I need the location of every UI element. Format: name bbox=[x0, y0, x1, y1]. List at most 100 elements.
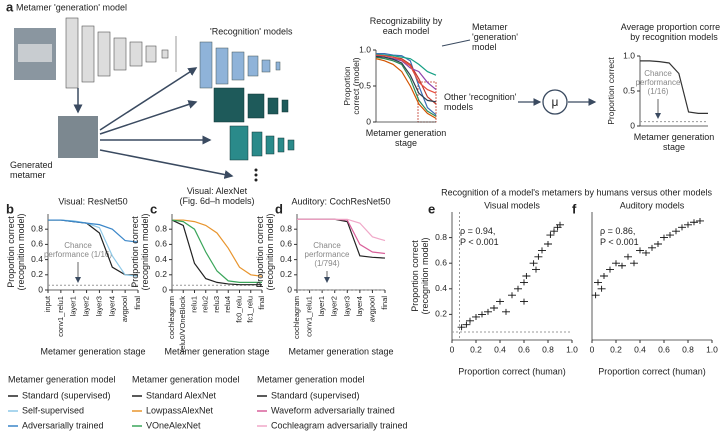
y-tick-label: 0.2 bbox=[155, 269, 167, 279]
point bbox=[636, 247, 644, 254]
x-tick-label: layer1 bbox=[69, 296, 78, 316]
chart-title: Auditory: CochResNet50 bbox=[291, 196, 390, 206]
panel-label: e bbox=[428, 201, 435, 216]
point bbox=[522, 273, 531, 279]
y-tick-label: 0 bbox=[162, 284, 167, 294]
y-axis-label-line: Proportion correct bbox=[410, 240, 420, 312]
diagram-label: Other 'recognition' models bbox=[444, 92, 517, 112]
series-line bbox=[640, 60, 708, 114]
stats-annotation-line: P < 0.001 bbox=[600, 237, 639, 247]
y-axis-label: Proportioncorrect (model) bbox=[342, 57, 361, 114]
chance-annotation: Chance performance (1/794) bbox=[305, 241, 350, 268]
panel-label: d bbox=[275, 201, 283, 216]
y-tick-label: 0.5 bbox=[623, 85, 635, 95]
point bbox=[502, 308, 510, 315]
chart-title-line: each model bbox=[383, 26, 430, 36]
x-tick-label: 0.2 bbox=[470, 344, 482, 354]
point bbox=[678, 224, 686, 231]
point bbox=[472, 313, 480, 320]
point bbox=[508, 292, 516, 299]
x-axis-label-line: stage bbox=[663, 142, 685, 152]
y-tick-label: 0.8 bbox=[435, 232, 447, 242]
point bbox=[514, 285, 522, 292]
point bbox=[550, 228, 558, 235]
diagram-label-line: Generated bbox=[10, 160, 53, 170]
y-axis-label-line: correct (model) bbox=[351, 57, 361, 114]
panel-label: b bbox=[6, 201, 14, 216]
y-axis-label: Proportion correct(recognition model) bbox=[410, 237, 430, 314]
legend-label: Standard AlexNet bbox=[146, 390, 217, 400]
diagram-label: 'Recognition' models bbox=[210, 26, 293, 36]
point bbox=[532, 266, 540, 273]
diagram-label: Generated metamer bbox=[10, 160, 53, 180]
point bbox=[546, 232, 555, 239]
point bbox=[556, 221, 564, 228]
point bbox=[630, 260, 638, 267]
y-tick-label: 1.0 bbox=[359, 44, 371, 54]
panel-label: f bbox=[572, 201, 577, 216]
point bbox=[612, 260, 620, 267]
chance-annotation: Chance performance (1/16) bbox=[636, 69, 681, 96]
legend-label: LowpassAlexNet bbox=[146, 405, 214, 415]
point bbox=[648, 244, 656, 251]
point bbox=[696, 217, 704, 224]
x-tick-label: 0.6 bbox=[518, 344, 530, 354]
series-line bbox=[375, 56, 437, 117]
point bbox=[660, 234, 668, 241]
point bbox=[520, 298, 528, 305]
point bbox=[594, 279, 602, 286]
y-tick-label: 0.4 bbox=[31, 254, 43, 264]
x-tick-label: 0.4 bbox=[634, 344, 646, 354]
chance-annotation-line: performance bbox=[636, 78, 681, 87]
point bbox=[624, 253, 632, 260]
legend-label: Cochleagram adversarially trained bbox=[271, 420, 408, 430]
x-tick-label: 0.8 bbox=[682, 344, 694, 354]
x-tick-label: final bbox=[133, 296, 142, 310]
point bbox=[538, 247, 546, 254]
y-axis-label: Proportion correct(recognition model) bbox=[6, 213, 26, 290]
x-tick-label: layer2 bbox=[330, 296, 339, 316]
chart-title-line: by recognition models bbox=[630, 32, 718, 42]
point bbox=[496, 298, 504, 305]
series-line bbox=[297, 218, 386, 242]
chance-annotation-line: performance bbox=[305, 250, 350, 259]
x-tick-label: relu4 bbox=[223, 296, 232, 313]
point bbox=[618, 262, 626, 269]
legend-label: Self-supervised bbox=[22, 405, 84, 415]
panel-label: a bbox=[6, 0, 14, 14]
legend-title: Metamer generation model bbox=[257, 374, 365, 384]
chart-title: Average proportion correct by recognition… bbox=[621, 22, 720, 42]
x-axis-label: Metamer generation stage bbox=[40, 346, 145, 356]
callout-line bbox=[441, 39, 471, 47]
point bbox=[462, 321, 471, 328]
point bbox=[606, 266, 614, 273]
x-tick-label: relu3 bbox=[212, 296, 221, 313]
x-tick-label: avgpool bbox=[367, 296, 376, 323]
y-tick-label: 0.5 bbox=[359, 80, 371, 90]
panel-label: c bbox=[150, 201, 157, 216]
point bbox=[600, 273, 608, 279]
y-tick-label: 0.4 bbox=[155, 254, 167, 264]
x-tick-label: input bbox=[43, 295, 52, 312]
y-axis-label-line: Proportion correct bbox=[606, 57, 616, 125]
y-tick-label: 0.8 bbox=[155, 223, 167, 233]
diagram-label-line: 'generation' bbox=[472, 32, 518, 42]
legend-label: Standard (supervised) bbox=[271, 390, 360, 400]
arrows bbox=[99, 67, 234, 179]
point bbox=[529, 260, 538, 267]
point bbox=[666, 232, 674, 239]
y-tick-label: 0 bbox=[38, 284, 43, 294]
point bbox=[520, 279, 528, 286]
generation-network bbox=[65, 17, 177, 89]
legend-label: VOneAlexNet bbox=[146, 420, 201, 430]
x-axis-label: Metamer generation stage bbox=[288, 346, 393, 356]
point bbox=[484, 308, 492, 315]
y-tick-label: 0.6 bbox=[31, 239, 43, 249]
y-tick-label: 0 bbox=[630, 120, 635, 130]
diagram-label-line: metamer bbox=[10, 170, 46, 180]
series-line bbox=[48, 219, 139, 243]
stats-annotation: ρ = 0.94, P < 0.001 bbox=[460, 226, 499, 247]
stats-annotation-line: ρ = 0.86, bbox=[600, 226, 635, 236]
chart-title: Visual: AlexNet (Fig. 6d–h models) bbox=[179, 186, 254, 206]
x-tick-label: 0 bbox=[590, 344, 595, 354]
